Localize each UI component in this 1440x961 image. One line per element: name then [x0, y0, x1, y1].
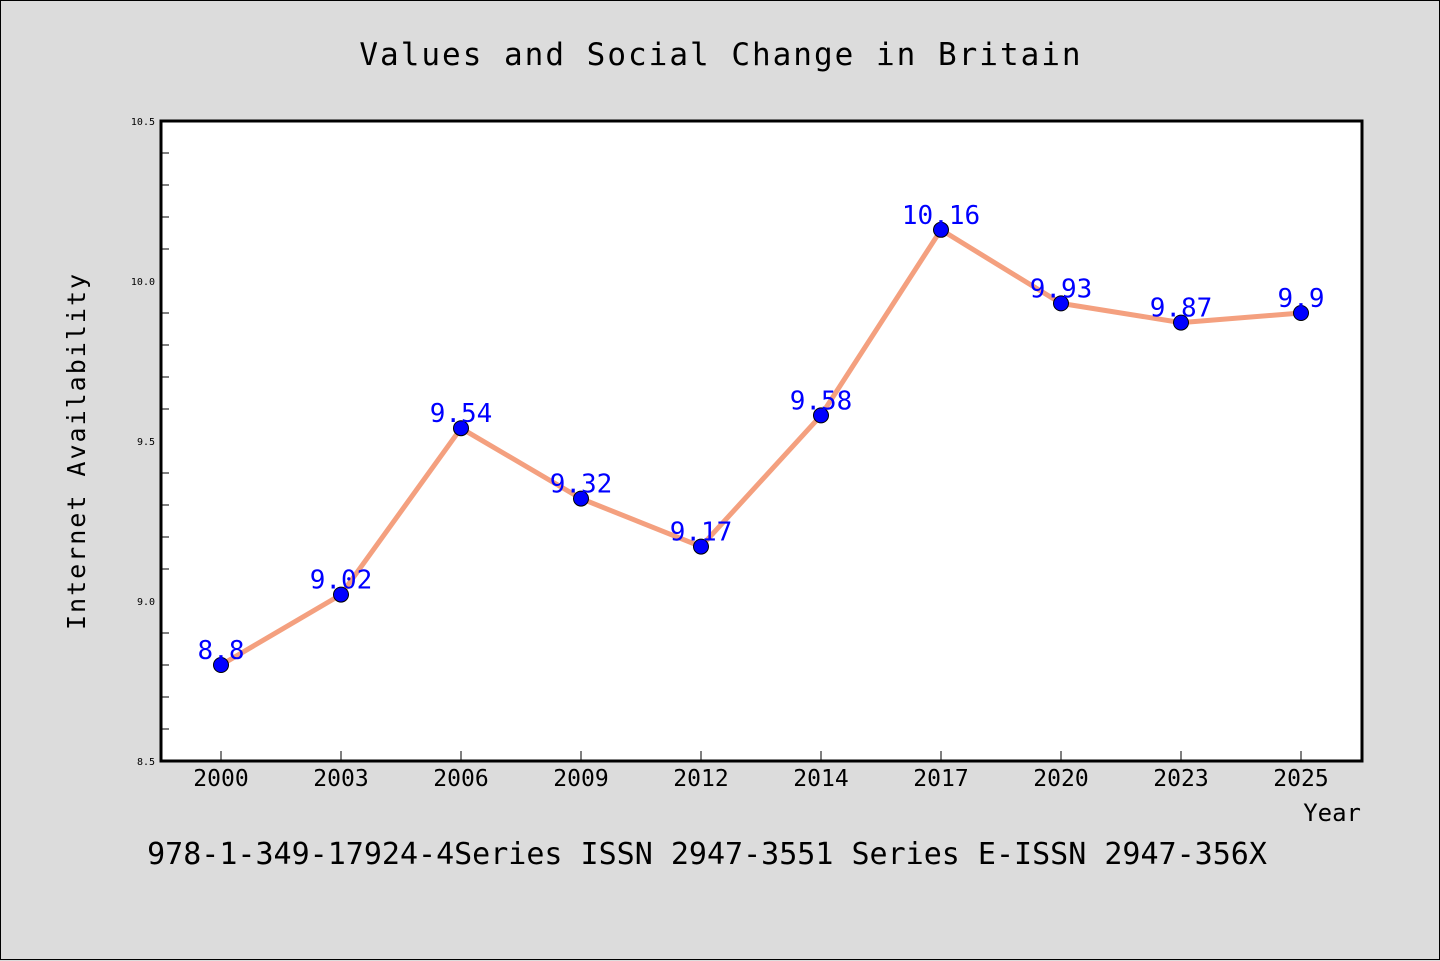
footer-text: 978-1-349-17924-4Series ISSN 2947-3551 S… [147, 837, 1267, 872]
data-label: 8.8 [198, 636, 245, 666]
data-point [1053, 295, 1069, 312]
data-point [1173, 314, 1189, 331]
series-line [218, 227, 1304, 668]
data-label: 9.54 [430, 399, 493, 429]
x-tick-label: 2017 [913, 766, 968, 792]
y-tick-label: 10.5 [131, 117, 155, 128]
x-tick-label: 2012 [673, 766, 728, 792]
data-point [933, 221, 949, 238]
y-axis-label: Internet Availability [62, 272, 91, 630]
plot-area [159, 119, 1364, 763]
x-tick-label: 2000 [193, 766, 248, 792]
y-axis: 8.5 9.0 9.5 10.0 10.5 [131, 117, 169, 768]
data-point [1293, 305, 1309, 321]
data-label: 10.16 [902, 201, 980, 231]
x-tick-label: 2006 [433, 766, 488, 792]
data-point [453, 420, 469, 437]
data-point [573, 490, 589, 507]
x-axis: 2000 2003 2006 2009 2012 2014 2017 2020 2023 2025 [193, 751, 1329, 792]
y-tick-label: 9.5 [137, 437, 155, 448]
y-tick-label: 8.5 [137, 757, 155, 768]
data-point [813, 407, 829, 424]
data-label: 9.87 [1150, 294, 1213, 324]
data-label: 9.02 [310, 566, 373, 596]
x-tick-label: 2023 [1153, 766, 1208, 792]
data-label: 9.93 [1030, 274, 1093, 304]
y-tick-label: 10.0 [131, 277, 155, 288]
x-tick-label: 2009 [553, 766, 608, 792]
x-axis-label: Year [1303, 799, 1361, 827]
data-label-group: 8.8 9.02 9.54 9.32 9.17 9.58 10.16 9.93 9.87 9.9 [198, 201, 1325, 666]
data-point [333, 586, 349, 603]
series-line-group [213, 221, 1309, 673]
data-label: 9.17 [670, 518, 733, 548]
chart-title: Values and Social Change in Britain [359, 37, 1082, 73]
data-label: 9.32 [550, 470, 613, 500]
data-label: 9.58 [790, 386, 853, 416]
data-point [693, 538, 709, 555]
x-tick-label: 2014 [793, 766, 848, 792]
x-tick-label: 2003 [313, 766, 368, 792]
data-label: 9.9 [1278, 284, 1325, 314]
x-tick-label: 2025 [1273, 766, 1328, 792]
y-tick-label: 9.0 [137, 597, 155, 608]
x-tick-label: 2020 [1033, 766, 1088, 792]
data-point [213, 657, 229, 673]
